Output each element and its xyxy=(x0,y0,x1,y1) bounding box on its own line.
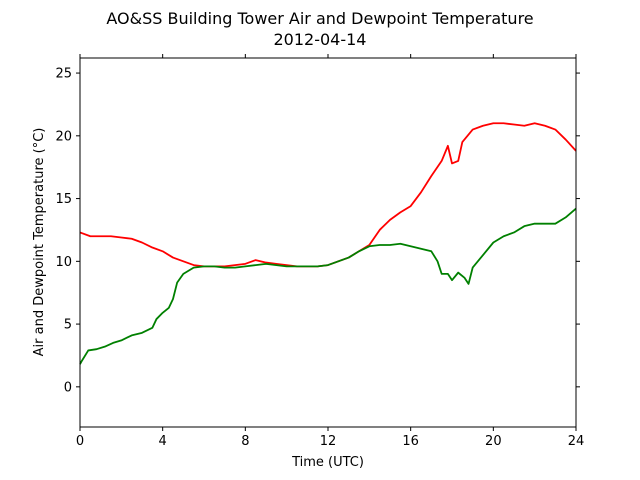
x-tick-label-2: 8 xyxy=(241,434,249,449)
y-tick-label-2: 10 xyxy=(55,255,72,270)
y-tick-label-3: 15 xyxy=(55,192,72,207)
y-axis-ticks: 0 5 10 15 20 25 xyxy=(55,67,580,395)
x-tick-label-6: 24 xyxy=(568,434,585,449)
x-tick-label-4: 16 xyxy=(402,434,419,449)
y-tick-label-1: 5 xyxy=(64,318,72,333)
y-axis-label: Air and Dewpoint Temperature (°C) xyxy=(32,128,47,357)
y-tick-label-4: 20 xyxy=(55,129,72,144)
x-tick-label-0: 0 xyxy=(76,434,84,449)
x-tick-label-3: 12 xyxy=(320,434,337,449)
chart-subtitle: 2012-04-14 xyxy=(274,30,367,49)
y-tick-label-0: 0 xyxy=(64,380,72,395)
plot-area: 0 4 8 12 16 20 24 0 5 10 15 20 25 xyxy=(55,54,584,449)
chart-title: AO&SS Building Tower Air and Dewpoint Te… xyxy=(106,9,533,28)
series-line-1 xyxy=(79,122,577,268)
x-axis-ticks: 0 4 8 12 16 20 24 xyxy=(76,54,584,449)
x-tick-label-5: 20 xyxy=(485,434,502,449)
x-axis-label: Time (UTC) xyxy=(291,455,364,470)
series-layer xyxy=(79,122,577,365)
series-line-2 xyxy=(79,207,577,365)
x-tick-label-1: 4 xyxy=(159,434,167,449)
y-tick-label-5: 25 xyxy=(55,67,72,82)
plot-frame xyxy=(79,57,577,428)
